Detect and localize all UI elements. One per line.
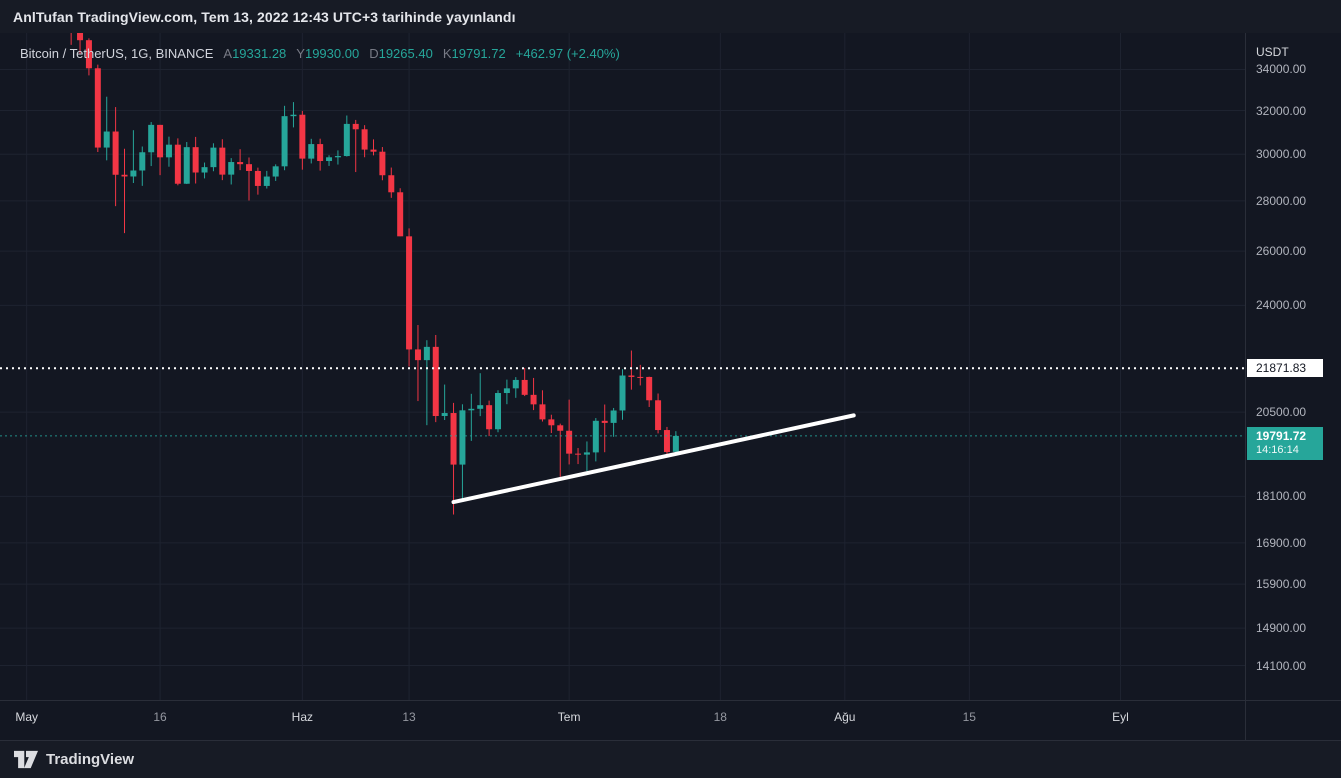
time-tick-label: Eyl	[1112, 710, 1129, 724]
ohlc-high: Y19930.00	[296, 46, 359, 61]
time-tick-label: 18	[713, 710, 727, 724]
low-key: D	[369, 46, 379, 61]
price-tick-label: 18100.00	[1256, 489, 1307, 504]
symbol-title[interactable]: Bitcoin / TetherUS, 1G, BINANCE	[20, 46, 214, 61]
high-value: 19930.00	[304, 46, 360, 61]
price-tick-label: 16900.00	[1256, 535, 1307, 550]
last-price-value: 19791.72	[1256, 428, 1307, 443]
ohlc-open: A19331.28	[223, 46, 286, 61]
time-tick-label: 13	[402, 710, 416, 724]
price-tick-label: 24000.00	[1256, 298, 1307, 313]
price-tick-label: 32000.00	[1256, 103, 1307, 118]
time-tick-label: 15	[962, 710, 976, 724]
time-axis[interactable]: May 16 Haz 13 Tem 18 Ağu 15 Eyl	[0, 700, 1341, 740]
footer-bar: TradingView	[0, 740, 1341, 778]
price-axis[interactable]: USDT 34000.00 32000.00 30000.00 28000.00 260…	[1245, 33, 1341, 740]
publish-header-bar: AnlTufan TradingView.com, Tem 13, 2022 1…	[0, 0, 1341, 33]
grid	[0, 33, 1245, 700]
time-tick-label: Haz	[291, 710, 314, 724]
axis-currency-label: USDT	[1256, 45, 1289, 59]
high-key: Y	[296, 46, 305, 61]
price-tick-label: 20500.00	[1256, 405, 1307, 420]
price-tick-label: 30000.00	[1256, 147, 1307, 162]
price-tick-label: 14900.00	[1256, 621, 1307, 636]
open-value: 19331.28	[232, 46, 287, 61]
candles-series	[70, 33, 679, 515]
candlestick-chart-canvas[interactable]	[0, 33, 1245, 700]
price-tick-label: 26000.00	[1256, 244, 1307, 259]
ohlc-low: D19265.40	[369, 46, 433, 61]
time-tick-label: 16	[153, 710, 167, 724]
close-key: K	[442, 46, 452, 61]
level-price-axis-label: 21871.83	[1247, 359, 1323, 378]
low-value: 19265.40	[378, 46, 433, 61]
ohlc-close: K19791.72	[443, 46, 506, 61]
tradingview-logo-icon[interactable]	[14, 750, 38, 769]
published-info-text: AnlTufan TradingView.com, Tem 13, 2022 1…	[13, 8, 516, 25]
close-value: 19791.72	[451, 46, 506, 61]
open-key: A	[223, 46, 233, 61]
price-tick-label: 14100.00	[1256, 658, 1307, 673]
price-tick-label: 34000.00	[1256, 62, 1307, 77]
price-change: +462.97 (+2.40%)	[515, 46, 620, 61]
last-price-axis-label: 19791.72 14:16:14	[1247, 426, 1323, 460]
chart-pane[interactable]: Bitcoin / TetherUS, 1G, BINANCE A19331.2…	[0, 33, 1245, 700]
chart-legend: Bitcoin / TetherUS, 1G, BINANCE A19331.2…	[20, 46, 620, 61]
time-tick-label: Tem	[557, 710, 581, 724]
price-tick-label: 28000.00	[1256, 193, 1307, 208]
price-tick-label: 15900.00	[1256, 577, 1307, 592]
tradingview-wordmark[interactable]: TradingView	[46, 751, 135, 768]
trendline-drawing[interactable]	[451, 413, 856, 505]
time-tick-label: Ağu	[834, 710, 856, 724]
time-tick-label: May	[15, 710, 39, 724]
bar-close-countdown: 14:16:14	[1256, 443, 1299, 456]
